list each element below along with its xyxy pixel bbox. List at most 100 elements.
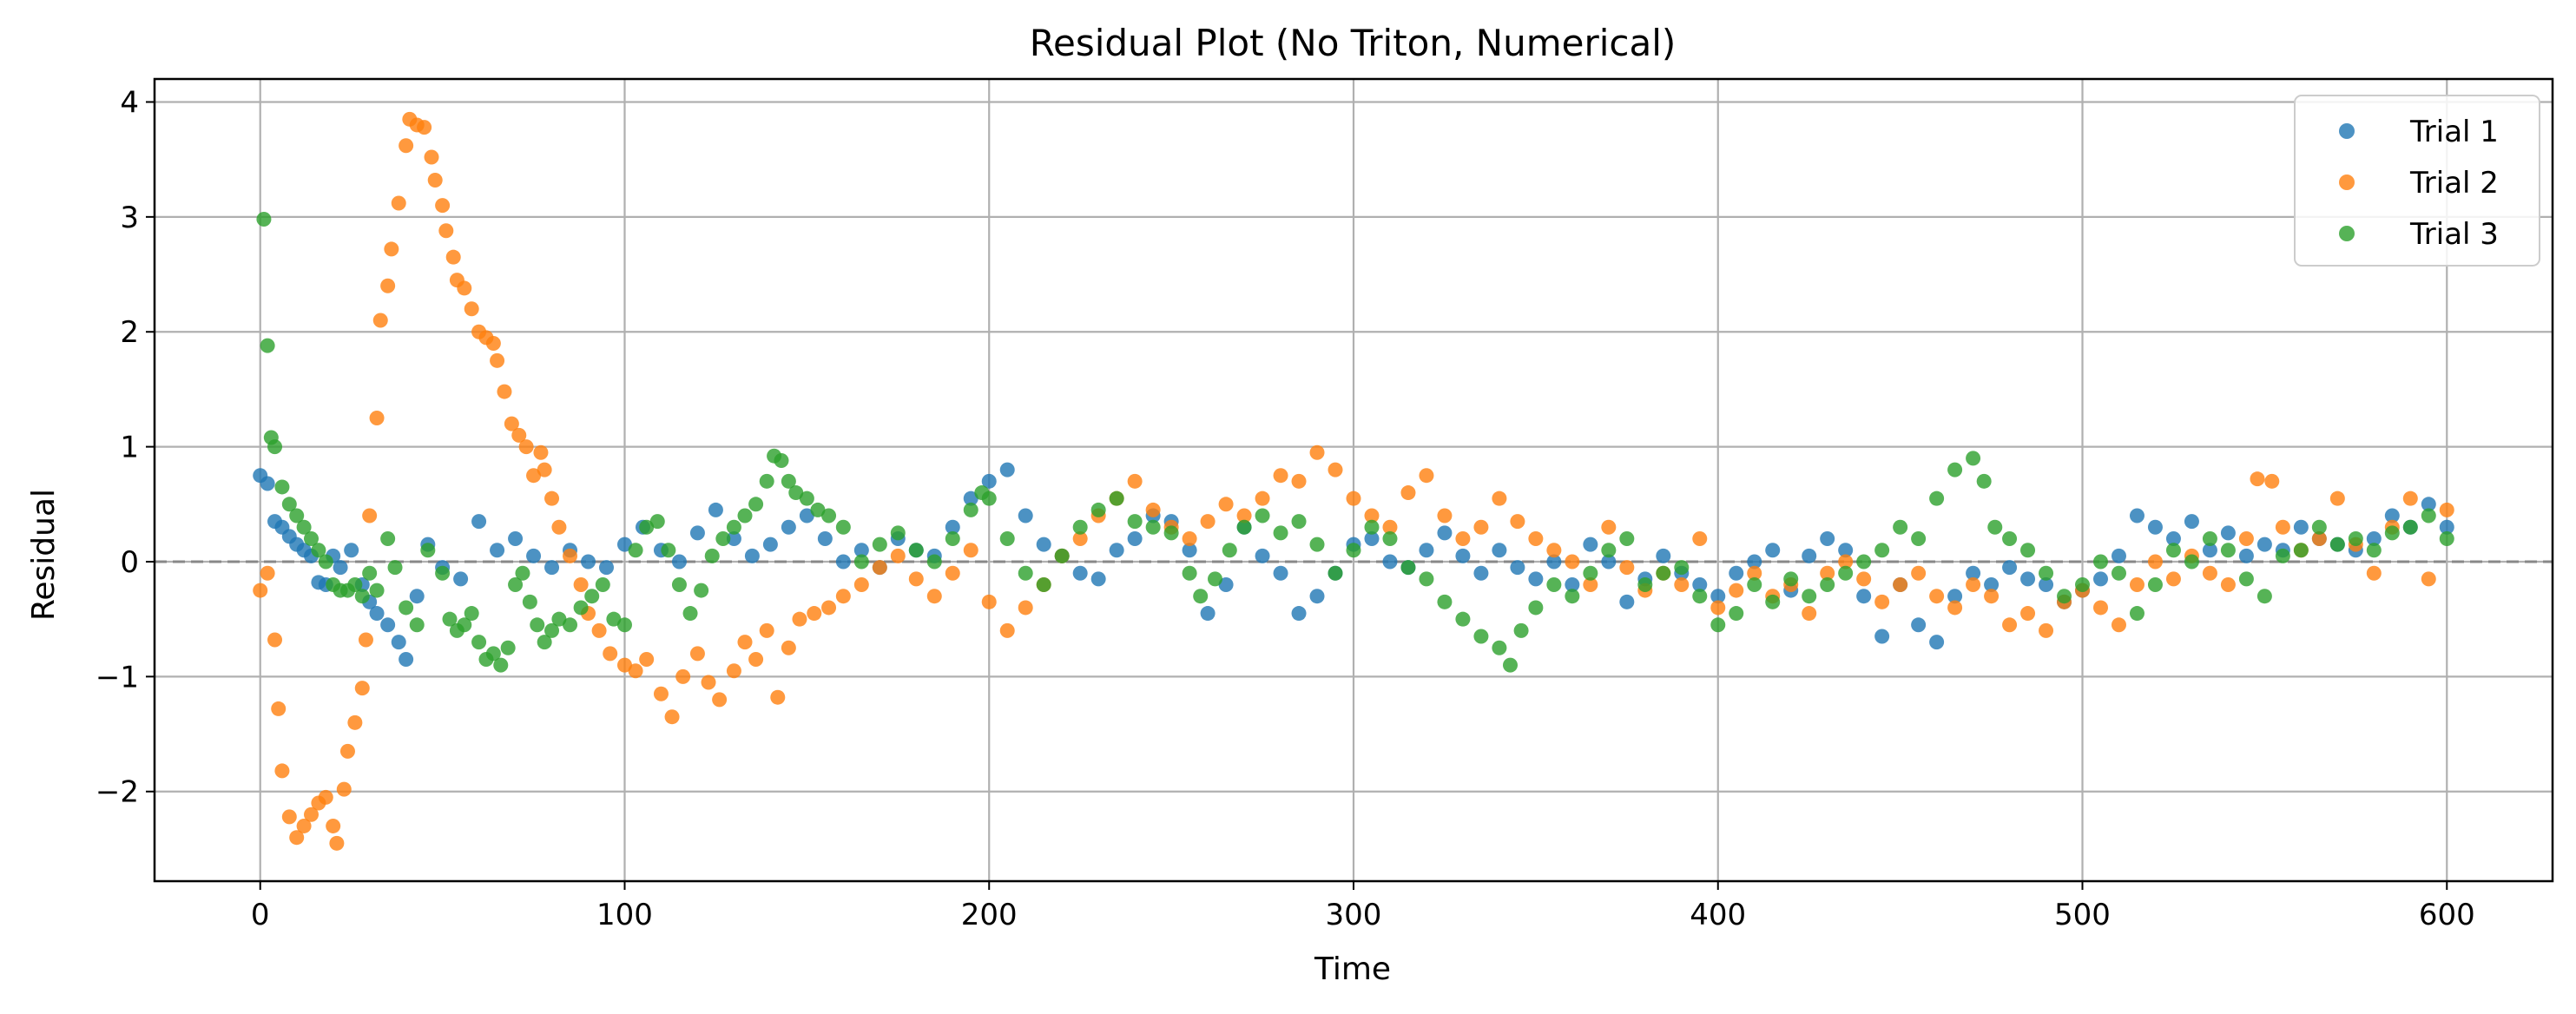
data-point-trial-1 xyxy=(726,531,741,547)
data-point-trial-1 xyxy=(2020,571,2036,587)
data-point-trial-3 xyxy=(835,519,851,535)
data-point-trial-2 xyxy=(573,576,589,592)
data-point-trial-2 xyxy=(2402,491,2418,506)
data-point-trial-1 xyxy=(2039,576,2054,592)
data-point-trial-1 xyxy=(1473,565,1489,581)
data-point-trial-1 xyxy=(1838,543,1854,558)
data-point-trial-2 xyxy=(339,743,355,759)
legend-label-trial-1: Trial 1 xyxy=(2409,115,2499,149)
data-point-trial-3 xyxy=(2238,571,2254,587)
data-point-trial-2 xyxy=(2093,600,2109,616)
data-point-trial-2 xyxy=(664,709,680,725)
data-point-trial-2 xyxy=(380,278,396,293)
data-point-trial-2 xyxy=(701,675,716,690)
data-point-trial-2 xyxy=(1565,554,1580,570)
data-point-trial-3 xyxy=(1656,565,1671,581)
data-point-trial-2 xyxy=(271,701,287,716)
data-point-trial-2 xyxy=(1984,589,2000,604)
data-point-trial-1 xyxy=(1710,589,1726,604)
data-point-trial-2 xyxy=(369,411,385,426)
data-point-trial-3 xyxy=(1328,565,1343,581)
legend-label-trial-2: Trial 2 xyxy=(2409,166,2499,201)
data-point-trial-1 xyxy=(1601,554,1617,570)
x-tick-label: 300 xyxy=(1326,898,1382,932)
data-point-trial-1 xyxy=(409,589,425,604)
data-point-trial-2 xyxy=(1583,576,1598,592)
data-point-trial-3 xyxy=(781,473,796,489)
data-point-trial-3 xyxy=(573,600,589,616)
data-point-trial-3 xyxy=(369,583,385,598)
data-point-trial-3 xyxy=(1747,576,1762,592)
data-point-trial-3 xyxy=(1207,571,1222,587)
data-point-trial-2 xyxy=(2439,502,2454,517)
data-point-trial-3 xyxy=(1619,531,1635,547)
data-point-trial-3 xyxy=(1346,543,1361,558)
data-point-trial-3 xyxy=(1911,531,1927,547)
data-point-trial-2 xyxy=(1802,606,1817,622)
data-point-trial-1 xyxy=(380,617,396,633)
data-point-trial-1 xyxy=(1437,525,1453,541)
data-point-trial-2 xyxy=(759,622,774,638)
data-point-trial-2 xyxy=(384,241,399,257)
data-point-trial-1 xyxy=(1018,508,1033,523)
data-point-trial-3 xyxy=(999,531,1015,547)
data-point-trial-2 xyxy=(1382,519,1398,535)
data-point-trial-2 xyxy=(518,439,534,455)
data-point-trial-2 xyxy=(1018,600,1033,616)
data-point-trial-3 xyxy=(2093,554,2109,570)
data-point-trial-2 xyxy=(981,594,997,609)
data-point-trial-1 xyxy=(1929,635,1945,650)
data-point-trial-2 xyxy=(296,818,312,833)
series-trial-3 xyxy=(256,212,2454,673)
data-point-trial-1 xyxy=(1109,543,1124,558)
data-point-trial-2 xyxy=(533,444,549,460)
data-point-trial-1 xyxy=(1182,543,1197,558)
data-point-trial-3 xyxy=(1874,543,1890,558)
data-point-trial-3 xyxy=(1565,589,1580,604)
data-point-trial-2 xyxy=(603,646,618,662)
data-point-trial-3 xyxy=(694,583,709,598)
data-point-trial-3 xyxy=(485,646,501,662)
data-point-trial-3 xyxy=(1583,565,1598,581)
data-point-trial-3 xyxy=(1546,576,1562,592)
data-point-trial-2 xyxy=(1820,565,1835,581)
data-point-trial-3 xyxy=(1109,491,1124,506)
data-point-trial-2 xyxy=(1419,468,1434,484)
data-point-trial-3 xyxy=(853,554,869,570)
data-point-trial-2 xyxy=(726,663,741,679)
y-axis-label: Residual xyxy=(26,489,62,621)
data-point-trial-2 xyxy=(890,548,906,563)
data-point-trial-2 xyxy=(1328,462,1343,477)
data-point-trial-2 xyxy=(354,681,370,696)
data-point-trial-3 xyxy=(1929,491,1945,506)
data-point-trial-2 xyxy=(504,416,519,431)
data-point-trial-1 xyxy=(945,519,960,535)
data-points xyxy=(253,111,2454,851)
data-point-trial-3 xyxy=(1255,508,1270,523)
data-point-trial-1 xyxy=(1947,589,1963,604)
data-point-trial-2 xyxy=(1182,531,1197,547)
data-point-trial-3 xyxy=(362,565,378,581)
data-point-trial-2 xyxy=(1729,583,1744,598)
data-point-trial-1 xyxy=(853,543,869,558)
data-point-trial-2 xyxy=(362,508,378,523)
data-point-trial-1 xyxy=(817,531,833,547)
y-tick-label: 1 xyxy=(120,431,139,465)
data-point-trial-3 xyxy=(493,657,509,673)
data-point-trial-3 xyxy=(1783,571,1799,587)
data-point-trial-2 xyxy=(2366,565,2382,581)
data-point-trial-3 xyxy=(1637,576,1653,592)
data-point-trial-1 xyxy=(1072,565,1088,581)
data-point-trial-1 xyxy=(1692,576,1708,592)
legend-marker-trial-3 xyxy=(2339,226,2355,241)
y-tick-label: −2 xyxy=(96,775,139,810)
data-point-trial-3 xyxy=(1856,554,1872,570)
data-point-trial-2 xyxy=(253,583,268,598)
data-point-trial-2 xyxy=(1400,485,1416,501)
data-point-trial-2 xyxy=(435,198,451,214)
data-point-trial-1 xyxy=(1528,571,1544,587)
data-point-trial-3 xyxy=(347,576,363,592)
data-point-trial-1 xyxy=(1656,548,1671,563)
data-point-trial-3 xyxy=(260,338,275,353)
data-point-trial-2 xyxy=(2002,617,2018,633)
